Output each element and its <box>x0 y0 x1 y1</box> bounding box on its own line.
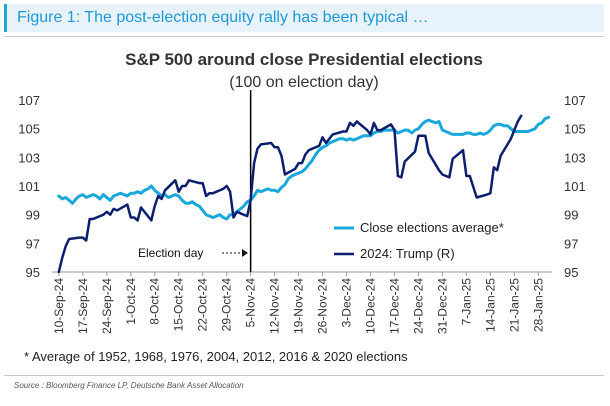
legend-label-average: Close elections average* <box>360 220 504 235</box>
y-tick-label-left: 95 <box>26 265 40 280</box>
average-series-line <box>57 115 551 221</box>
x-tick-label: 1-Oct-24 <box>124 278 138 325</box>
y-tick-label-left: 107 <box>18 93 40 108</box>
y-tick-label-right: 103 <box>564 150 586 165</box>
x-tick-label: 28-Jan-25 <box>531 278 545 332</box>
figure-label: Figure 1: The post-election equity rally… <box>17 9 429 26</box>
x-tick-label: 24-Sep-24 <box>100 278 114 334</box>
x-tick-label: 12-Nov-24 <box>268 278 282 334</box>
footnote: * Average of 1952, 1968, 1976, 2004, 201… <box>24 349 408 364</box>
chart-title: S&P 500 around close Presidential electi… <box>125 50 483 69</box>
x-tick-label: 3-Dec-24 <box>340 278 354 328</box>
x-tick-label: 31-Dec-24 <box>435 278 449 334</box>
x-tick-label: 17-Sep-24 <box>76 278 90 334</box>
x-tick-label: 5-Nov-24 <box>244 278 258 328</box>
x-tick-label: 26-Nov-24 <box>316 278 330 334</box>
x-tick-label: 10-Sep-24 <box>52 278 66 334</box>
figure-label-bar: Figure 1: The post-election equity rally… <box>4 4 604 32</box>
y-tick-label-left: 103 <box>18 150 40 165</box>
figure-frame: Figure 1: The post-election equity rally… <box>4 4 604 400</box>
y-tick-label-left: 97 <box>26 236 40 251</box>
election-day-label: Election day <box>138 246 203 260</box>
x-tick-label: 22-Oct-24 <box>196 278 210 332</box>
x-tick-label: 19-Nov-24 <box>292 278 306 334</box>
y-tick-label-left: 101 <box>18 179 40 194</box>
x-tick-label: 21-Jan-25 <box>507 278 521 332</box>
x-tick-label: 10-Dec-24 <box>363 278 377 334</box>
x-tick-label: 29-Oct-24 <box>220 278 234 332</box>
y-tick-label-left: 99 <box>26 208 40 223</box>
legend-label-trump: 2024: Trump (R) <box>360 246 455 261</box>
x-tick-label: 24-Dec-24 <box>411 278 425 334</box>
chart-subtitle: (100 on election day) <box>229 74 379 91</box>
y-tick-label-left: 105 <box>18 122 40 137</box>
x-tick-label: 8-Oct-24 <box>148 278 162 325</box>
y-tick-label-right: 97 <box>564 236 578 251</box>
bottom-divider <box>4 375 604 376</box>
line-chart: 95 95 97 97 99 99 101 101 103 103 105 105 107 107 10-S… <box>18 90 586 334</box>
y-tick-label-right: 101 <box>564 179 586 194</box>
election-day-arrow-head <box>242 249 248 257</box>
trump-series-line <box>57 114 523 274</box>
x-tick-label: 15-Oct-24 <box>172 278 186 332</box>
top-divider <box>4 36 604 37</box>
x-tick-label: 17-Dec-24 <box>387 278 401 334</box>
y-tick-label-right: 99 <box>564 208 578 223</box>
y-tick-label-right: 105 <box>564 122 586 137</box>
source-note: Source : Bloomberg Finance LP, Deutsche … <box>14 381 244 390</box>
y-tick-label-right: 95 <box>564 265 578 280</box>
x-tick-label: 7-Jan-25 <box>459 278 473 326</box>
x-tick-label: 14-Jan-25 <box>483 278 497 332</box>
y-tick-label-right: 107 <box>564 93 586 108</box>
